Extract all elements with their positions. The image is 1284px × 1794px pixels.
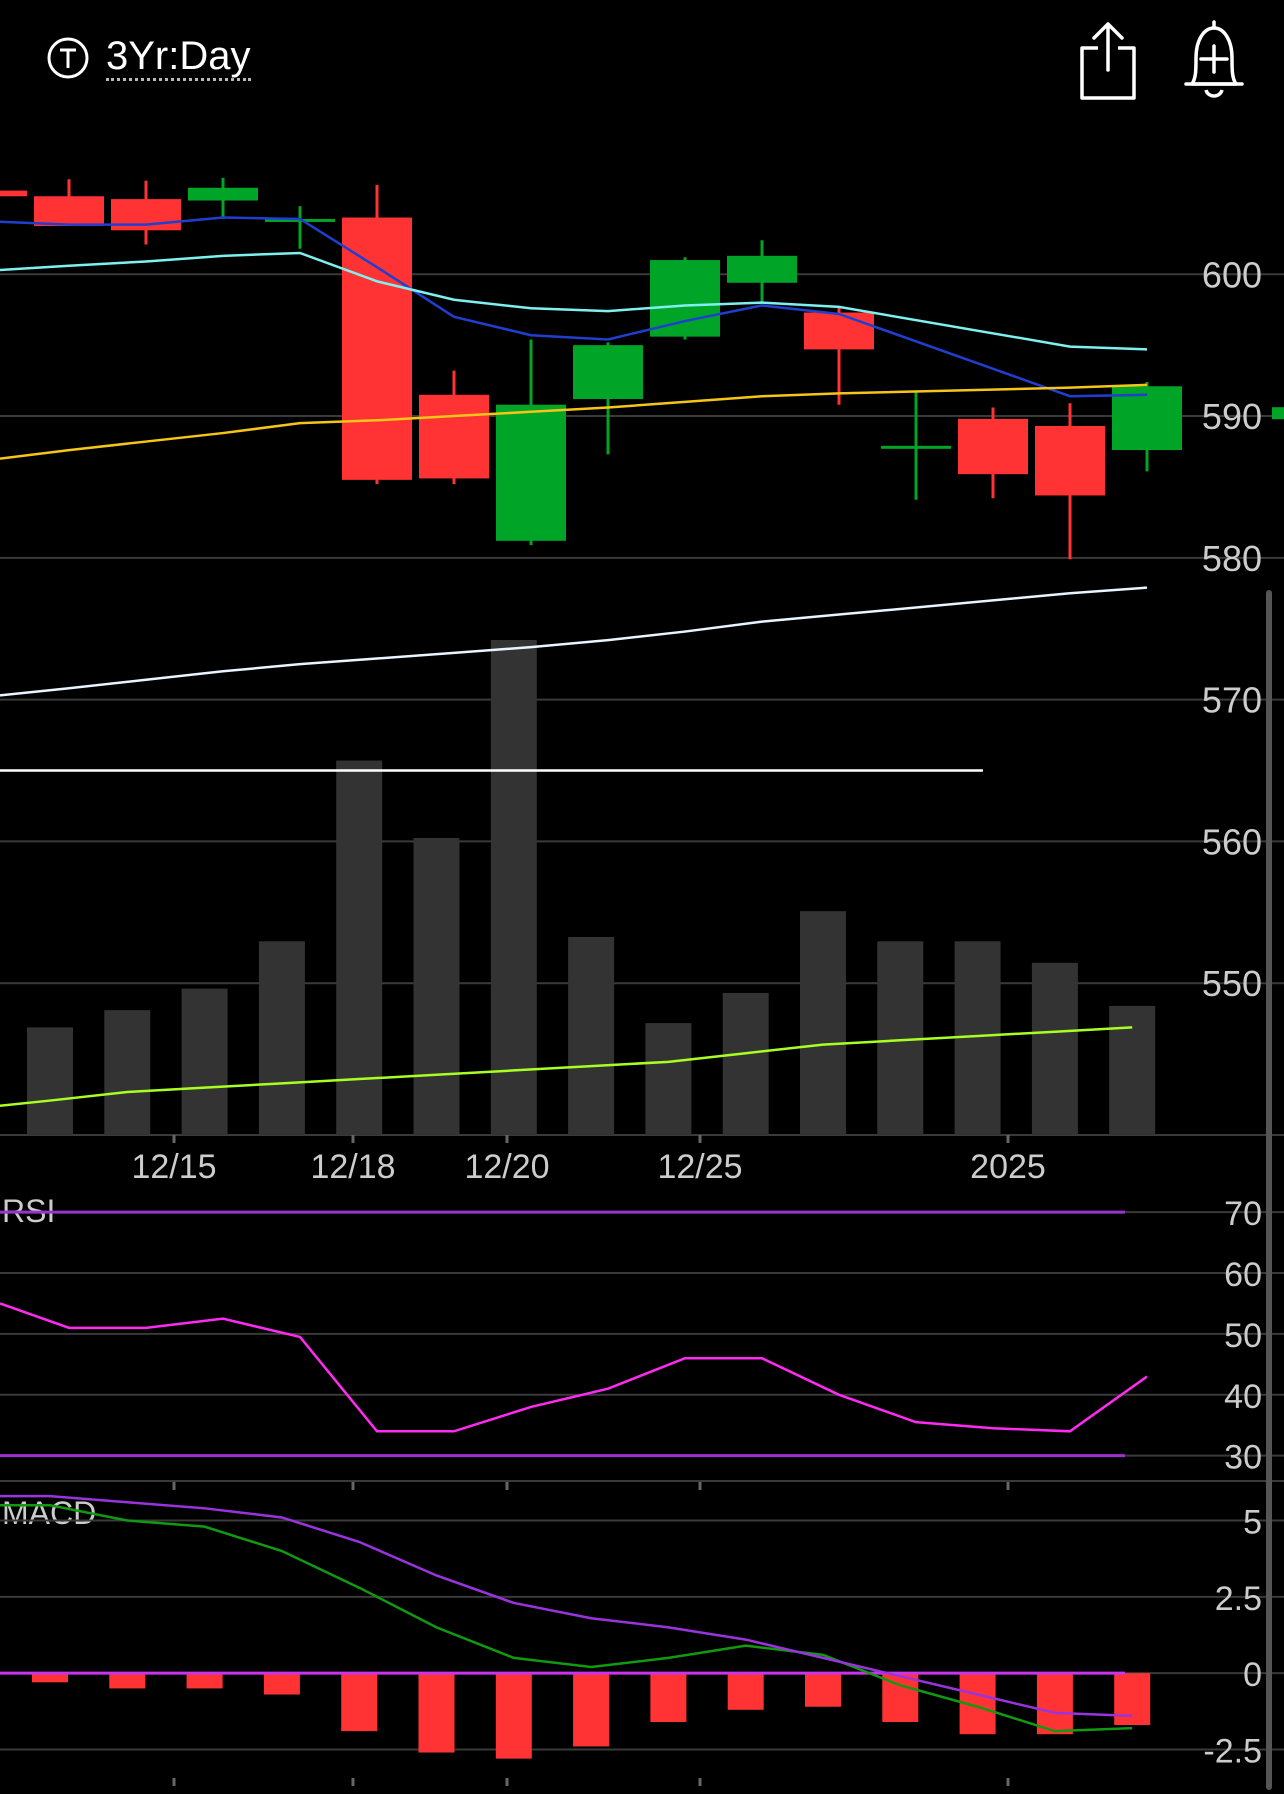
- x-tick-label: 12/20: [464, 1148, 549, 1186]
- rsi-tick-label: 30: [1224, 1439, 1262, 1477]
- candle-body: [573, 345, 643, 400]
- candle-body: [804, 312, 874, 350]
- macd-histogram-bar: [341, 1673, 378, 1732]
- macd-histogram-bar: [263, 1673, 300, 1695]
- range-selector[interactable]: 3Yr:Day: [106, 34, 251, 81]
- volume-bar: [336, 760, 383, 1135]
- volume-bar: [1109, 1005, 1156, 1135]
- macd-histogram-bar: [495, 1673, 532, 1759]
- candle-body: [0, 190, 27, 197]
- volume-bar: [413, 838, 460, 1135]
- macd-histogram-bar: [32, 1673, 68, 1683]
- volume-bars: [0, 640, 1156, 1135]
- moving-average-mid: [0, 251, 1148, 351]
- candle-body: [419, 394, 489, 479]
- macd-histogram-bar: [1036, 1673, 1073, 1735]
- macd-panel: MACD 5 2.5 0 -2.5: [0, 1494, 1284, 1770]
- macd-tick-label: 5: [1243, 1504, 1262, 1542]
- last-price-marker: [1272, 407, 1284, 420]
- volume-bar: [877, 941, 924, 1135]
- volume-bar: [104, 1010, 151, 1135]
- moving-average-slow: [0, 383, 1148, 460]
- price-tick-label: 560: [1202, 821, 1262, 862]
- x-tick-label: 2025: [970, 1148, 1046, 1186]
- volume-bar: [568, 937, 615, 1135]
- macd-histogram-bar: [650, 1673, 687, 1722]
- macd-tick-label: 0: [1243, 1656, 1262, 1694]
- volume-bar: [258, 941, 305, 1135]
- signal-line: [0, 1494, 1133, 1718]
- macd-tick-label: -2.5: [1203, 1732, 1262, 1770]
- volume-bar: [645, 1023, 692, 1135]
- volume-bar: [800, 911, 846, 1135]
- macd-histogram-bar: [805, 1673, 841, 1707]
- candle-body: [881, 445, 951, 449]
- x-tick-label: 12/18: [310, 1148, 395, 1186]
- price-tick-label: 570: [1202, 680, 1262, 721]
- macd-tick-label: 2.5: [1215, 1580, 1262, 1618]
- rsi-tick-label: 40: [1224, 1378, 1262, 1416]
- candle-body: [496, 404, 566, 541]
- macd-histogram-bar: [109, 1673, 146, 1689]
- rsi-tick-label: 70: [1224, 1195, 1262, 1233]
- moving-average-lines: [0, 216, 1284, 772]
- volume-average-line: [0, 1026, 1133, 1107]
- macd-histogram-bar: [186, 1673, 223, 1689]
- macd-histogram-bar: [1114, 1673, 1151, 1726]
- price-tick-label: 580: [1202, 538, 1262, 579]
- candle-body: [265, 218, 335, 222]
- macd-line: [0, 1504, 1133, 1733]
- volume-bar: [27, 1027, 73, 1135]
- candle-body: [650, 260, 720, 337]
- candle-body: [342, 217, 412, 480]
- candle-body: [958, 418, 1028, 475]
- x-tick-label: 12/15: [131, 1148, 216, 1186]
- volume-bar: [1031, 962, 1078, 1135]
- macd-histogram-bar: [418, 1673, 455, 1753]
- macd-histogram-bar: [573, 1673, 610, 1747]
- moving-average-long: [0, 586, 1148, 697]
- rsi-tick-label: 50: [1224, 1317, 1262, 1355]
- volume-bar: [722, 992, 769, 1135]
- vertical-scrollbar: [1266, 590, 1272, 1790]
- rsi-tick-label: 60: [1224, 1256, 1262, 1294]
- candle-body: [1035, 425, 1105, 496]
- x-tick-label: 12/25: [657, 1148, 742, 1186]
- volume-bar: [181, 988, 228, 1135]
- rsi-line: [0, 1302, 1148, 1433]
- volume-bar: [954, 941, 1001, 1135]
- ticker-badge-icon[interactable]: [46, 36, 90, 80]
- header: 3Yr:Day: [0, 0, 1284, 130]
- price-tick-label: 550: [1202, 963, 1262, 1004]
- share-icon[interactable]: [1078, 18, 1138, 102]
- macd-histogram-bar: [727, 1673, 764, 1710]
- volume-bar: [490, 640, 537, 1135]
- macd-title: MACD: [2, 1495, 96, 1531]
- price-candles: [0, 177, 1182, 560]
- moving-average-fast: [0, 216, 1148, 398]
- candle-body: [188, 187, 258, 201]
- price-tick-label: 590: [1202, 396, 1262, 437]
- candle-body: [34, 196, 104, 227]
- candle-body: [727, 255, 797, 283]
- candle-body: [1112, 386, 1182, 451]
- add-alert-icon[interactable]: [1182, 18, 1246, 102]
- price-tick-label: 600: [1202, 254, 1262, 295]
